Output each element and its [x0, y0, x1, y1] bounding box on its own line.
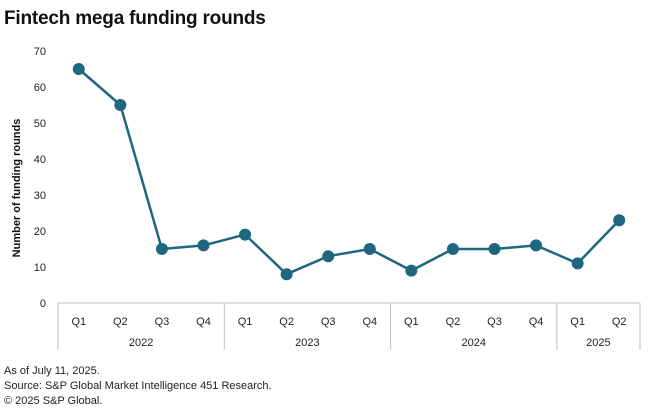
y-tick-label: 50: [34, 118, 46, 130]
data-point: [322, 250, 335, 263]
x-tick-label: Q4: [196, 316, 211, 328]
x-tick-label: Q2: [113, 316, 128, 328]
x-tick-label: Q2: [612, 316, 627, 328]
y-axis-label: Number of funding rounds: [11, 119, 23, 258]
x-group-label: 2023: [295, 337, 319, 349]
x-tick-label: Q3: [321, 316, 336, 328]
x-tick-label: Q1: [404, 316, 419, 328]
x-group-label: 2022: [129, 337, 153, 349]
data-point: [72, 63, 85, 75]
x-group-label: 2024: [461, 337, 485, 349]
data-point: [530, 239, 543, 252]
data-point: [197, 239, 210, 252]
data-point: [363, 243, 376, 255]
x-tick-label: Q3: [155, 316, 170, 328]
y-tick-label: 70: [34, 46, 46, 58]
x-tick-label: Q1: [71, 316, 86, 328]
x-tick-label: Q3: [487, 316, 502, 328]
data-point: [114, 99, 127, 111]
x-tick-label: Q4: [529, 316, 544, 328]
footnotes: As of July 11, 2025. Source: S&P Global …: [4, 364, 272, 409]
x-tick-label: Q2: [279, 316, 294, 328]
footnote-source: Source: S&P Global Market Intelligence 4…: [4, 380, 272, 392]
y-tick-label: 20: [34, 226, 46, 238]
data-point: [571, 257, 584, 270]
data-point: [280, 268, 293, 281]
x-tick-label: Q4: [362, 316, 377, 328]
y-tick-label: 60: [34, 82, 46, 94]
x-group-label: 2025: [586, 337, 610, 349]
y-tick-label: 0: [40, 298, 46, 310]
data-point: [446, 243, 459, 255]
series-line: [77, 68, 621, 276]
data-point: [488, 243, 501, 255]
x-tick-label: Q1: [570, 316, 585, 328]
footnote-copyright: © 2025 S&P Global.: [4, 395, 103, 407]
y-tick-label: 30: [34, 190, 46, 202]
line-chart: Number of funding rounds 0 10 20 30 40 50 60 70…: [11, 46, 641, 350]
y-tick-label: 10: [34, 262, 46, 274]
data-point: [239, 228, 252, 241]
data-point: [613, 214, 626, 227]
footnote-as-of: As of July 11, 2025.: [4, 365, 100, 377]
chart-title: Fintech mega funding rounds: [4, 8, 266, 29]
x-tick-label: Q1: [238, 316, 253, 328]
x-tick-label: Q2: [446, 316, 461, 328]
data-point: [155, 243, 168, 255]
data-point: [405, 264, 418, 277]
y-tick-label: 40: [34, 154, 46, 166]
